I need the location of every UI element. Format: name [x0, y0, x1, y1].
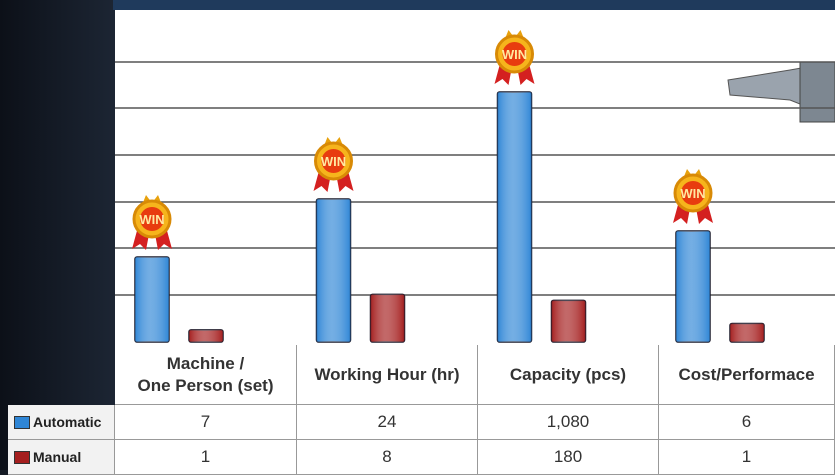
bar-shine [676, 231, 710, 342]
bar-shine [371, 294, 405, 342]
value-cell: 1,080 [478, 405, 659, 440]
bar-shine [552, 300, 586, 342]
bar-shine [317, 199, 351, 342]
badge-text: WIN [139, 212, 164, 227]
value-cell: 24 [297, 405, 478, 440]
badge-text: WIN [502, 47, 527, 62]
category-label: Working Hour (hr) [297, 345, 478, 405]
legend-label: Automatic [33, 414, 101, 430]
page: WIN WIN WIN WIN Machine / One Person (set)7… [0, 0, 835, 470]
top-band [113, 0, 835, 10]
category-label: Machine / One Person (set) [115, 345, 297, 405]
legend-entry: Automatic [8, 405, 115, 440]
legend-swatch [14, 416, 30, 429]
value-cell: 7 [115, 405, 297, 440]
value-cell: 6 [659, 405, 835, 440]
bar-shine [135, 257, 169, 342]
bar-shine [730, 324, 764, 343]
legend-label: Manual [33, 449, 81, 465]
category-label: Capacity (pcs) [478, 345, 659, 405]
bar-shine [498, 92, 532, 342]
badge-text: WIN [321, 154, 346, 169]
badge-text: WIN [680, 186, 705, 201]
category-label: Cost/Performace [659, 345, 835, 405]
bar-shine [189, 330, 223, 342]
legend-swatch [14, 451, 30, 464]
